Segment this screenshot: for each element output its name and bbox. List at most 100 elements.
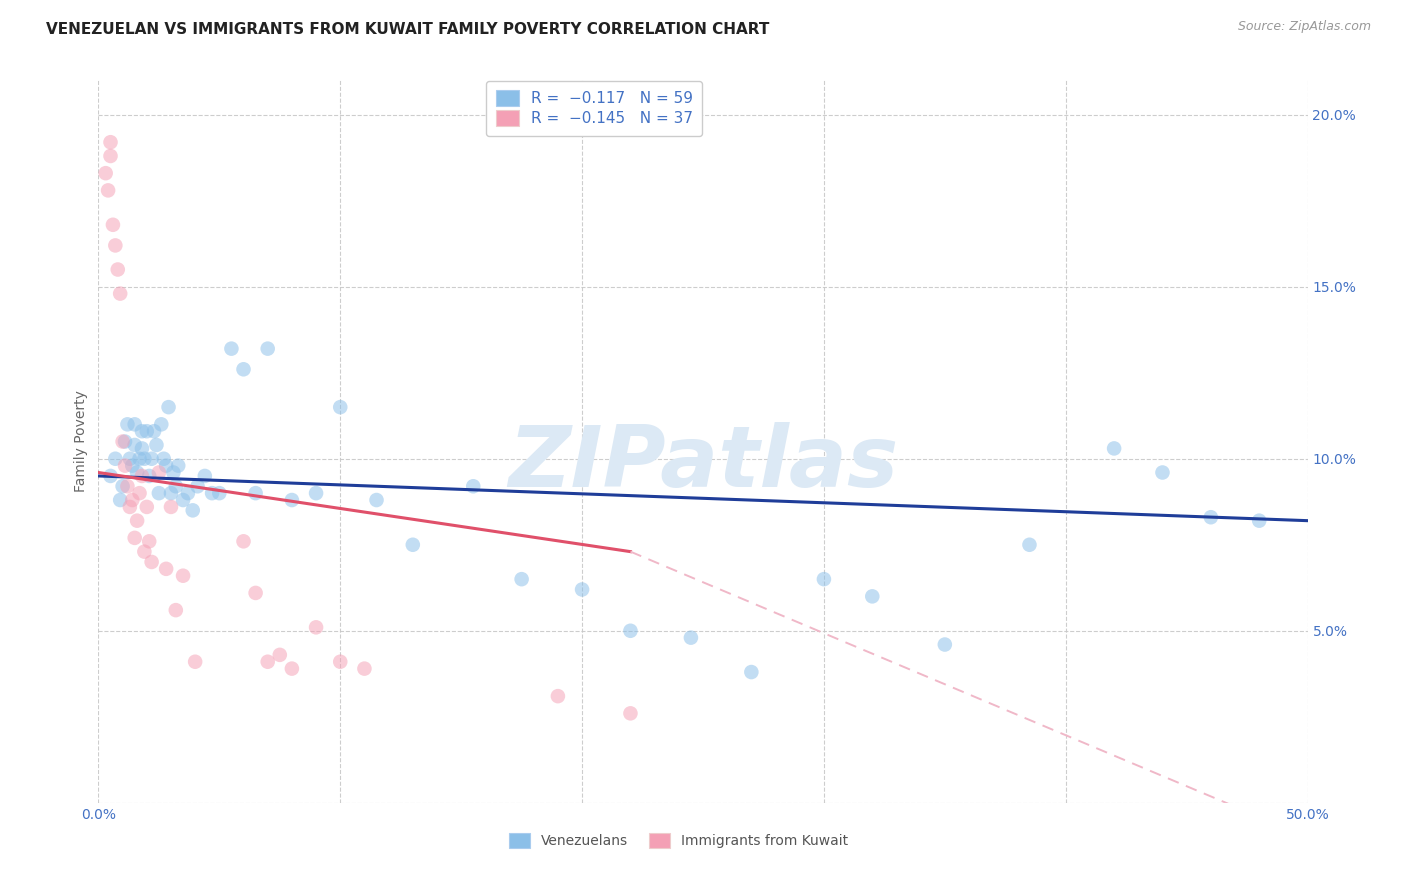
Point (245, 586, 267, 600)
Point (571, 582, 593, 597)
Point (108, 286, 131, 301)
Point (172, 493, 194, 508)
Point (305, 486, 328, 500)
Point (100, 149, 122, 163)
Point (135, 500, 157, 514)
Point (463, 479, 485, 493)
Point (160, 486, 183, 500)
Point (150, 417, 173, 432)
Point (1152, 466, 1174, 480)
Point (860, 590, 883, 604)
Point (194, 469, 217, 483)
Y-axis label: Family Poverty: Family Poverty (75, 391, 89, 492)
Point (138, 534, 160, 549)
Point (1018, 538, 1040, 552)
Text: Source: ZipAtlas.com: Source: ZipAtlas.com (1237, 20, 1371, 33)
Point (157, 400, 180, 414)
Point (187, 479, 209, 493)
Point (104, 451, 127, 466)
Point (619, 706, 641, 721)
Point (97, 183, 120, 197)
Point (329, 400, 352, 414)
Point (353, 662, 375, 676)
Point (167, 458, 190, 473)
Point (94, 166, 117, 180)
Point (107, 262, 129, 277)
Point (1249, 514, 1271, 528)
Point (108, 493, 131, 508)
Point (165, 603, 187, 617)
Point (135, 424, 157, 438)
Point (124, 531, 146, 545)
Point (165, 479, 187, 493)
Point (124, 438, 146, 452)
Point (131, 469, 153, 483)
Point (256, 342, 278, 356)
Point (100, 135, 122, 149)
Point (138, 469, 160, 483)
Point (160, 500, 183, 514)
Point (148, 466, 170, 480)
Point (134, 544, 156, 558)
Point (221, 342, 243, 356)
Point (269, 648, 291, 662)
Point (127, 514, 149, 528)
Point (141, 451, 163, 466)
Point (117, 479, 139, 493)
Point (114, 434, 136, 449)
Point (245, 486, 267, 500)
Point (155, 458, 177, 473)
Point (329, 655, 352, 669)
Point (131, 442, 153, 456)
Point (148, 486, 170, 500)
Point (128, 486, 150, 500)
Point (208, 486, 231, 500)
Point (124, 417, 146, 432)
Point (232, 362, 254, 376)
Point (114, 458, 136, 473)
Point (128, 451, 150, 466)
Point (101, 218, 124, 232)
Point (1199, 510, 1222, 524)
Point (813, 572, 835, 586)
Point (127, 466, 149, 480)
Point (366, 493, 388, 508)
Point (100, 469, 122, 483)
Point (111, 479, 134, 493)
Legend: Venezuelans, Immigrants from Kuwait: Venezuelans, Immigrants from Kuwait (503, 828, 853, 854)
Point (305, 620, 328, 634)
Point (141, 555, 163, 569)
Point (131, 424, 153, 438)
Point (934, 638, 956, 652)
Point (121, 458, 143, 473)
Point (134, 451, 156, 466)
Point (162, 466, 184, 480)
Point (118, 500, 141, 514)
Point (256, 655, 278, 669)
Point (740, 665, 762, 679)
Point (177, 486, 200, 500)
Point (679, 631, 702, 645)
Point (619, 624, 641, 638)
Point (172, 568, 194, 582)
Point (281, 662, 304, 676)
Point (152, 451, 174, 466)
Point (547, 689, 569, 703)
Text: ZIPatlas: ZIPatlas (508, 422, 898, 505)
Point (184, 655, 207, 669)
Point (118, 451, 141, 466)
Point (145, 438, 167, 452)
Point (117, 417, 139, 432)
Point (281, 493, 304, 508)
Point (155, 562, 177, 576)
Point (201, 486, 224, 500)
Point (510, 572, 533, 586)
Point (1102, 442, 1125, 456)
Point (232, 534, 254, 549)
Point (121, 493, 143, 508)
Text: VENEZUELAN VS IMMIGRANTS FROM KUWAIT FAMILY POVERTY CORRELATION CHART: VENEZUELAN VS IMMIGRANTS FROM KUWAIT FAM… (46, 22, 769, 37)
Point (181, 503, 204, 517)
Point (143, 424, 166, 438)
Point (111, 434, 134, 449)
Point (104, 238, 127, 252)
